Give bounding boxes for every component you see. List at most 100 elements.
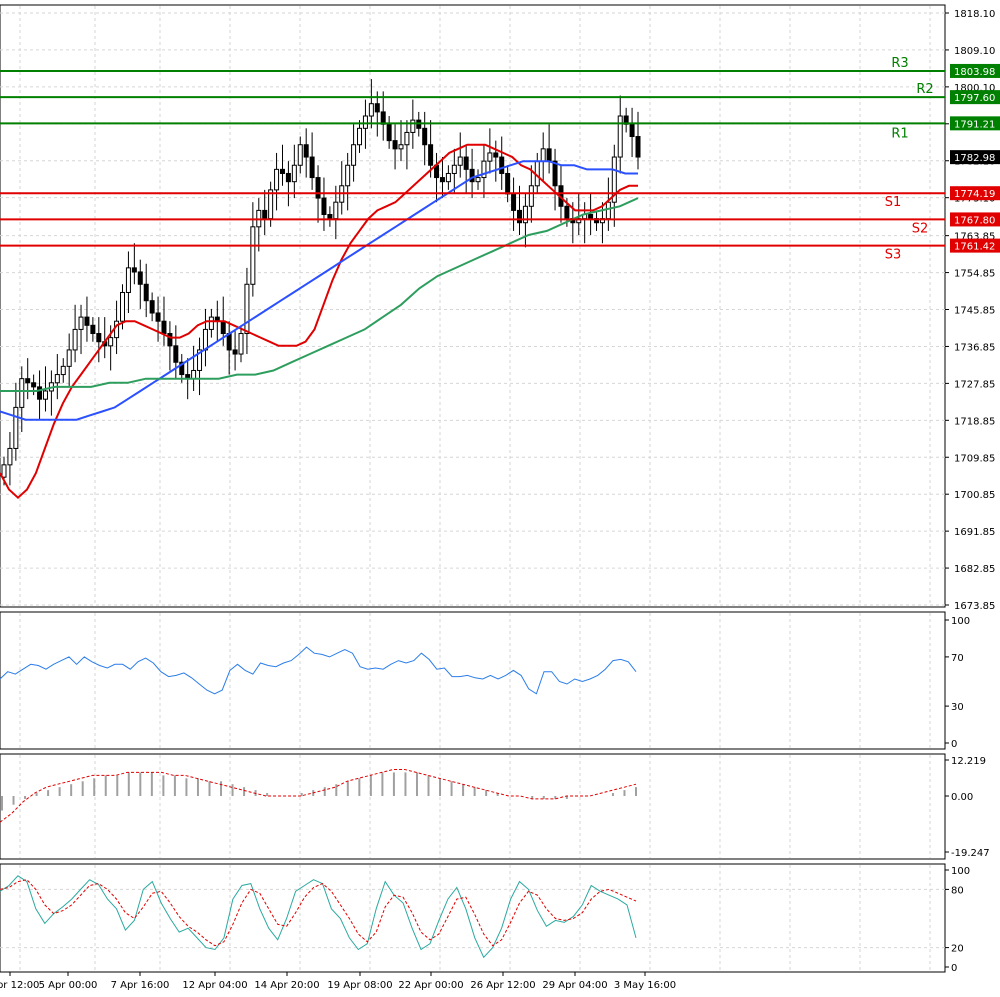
- candle-body: [445, 172, 451, 183]
- candle-body: [66, 349, 72, 367]
- price-axis-label: 1718.85: [954, 416, 995, 427]
- candle-body: [226, 333, 232, 351]
- candle-body: [274, 168, 280, 191]
- price-axis-label: 1709.85: [954, 453, 995, 464]
- moving-average-red: [0, 143, 638, 500]
- price-axis-label: 1800.10: [954, 83, 995, 94]
- candle-body: [469, 168, 475, 183]
- candle-body: [244, 283, 250, 335]
- candle-body: [303, 144, 309, 158]
- price-axis-label: 1727.85: [954, 379, 995, 390]
- candle-body: [197, 349, 203, 371]
- candle-body: [315, 177, 321, 199]
- candle-body: [42, 390, 48, 400]
- osc3-axis-label: 80: [951, 885, 964, 896]
- candle-body: [1, 464, 7, 478]
- candle-body: [327, 214, 333, 220]
- candle-body: [291, 164, 297, 183]
- candle-body: [191, 369, 197, 380]
- current-price-tag: [950, 150, 1000, 165]
- candle-body: [60, 365, 66, 376]
- candle-body: [125, 267, 131, 293]
- osc3-axis-label: 20: [951, 944, 964, 955]
- x-axis-label: 7 Apr 16:00: [111, 980, 170, 991]
- candle-body: [120, 291, 126, 322]
- candle-body: [588, 214, 594, 220]
- candle-body: [19, 378, 25, 408]
- x-axis-label: 26 Apr 12:00: [470, 980, 535, 991]
- osc3-axis-label: 0: [951, 963, 957, 974]
- x-axis-label: 14 Apr 20:00: [254, 980, 319, 991]
- price-axis-label: 1736.85: [954, 342, 995, 353]
- osc1-axis-label: 0: [951, 739, 957, 750]
- level-tag-s1: [950, 186, 1000, 201]
- level-value-r1: 1791.21: [954, 119, 995, 130]
- candle-body: [528, 185, 534, 207]
- x-axis-label: 29 Apr 04:00: [542, 980, 607, 991]
- level-value-r2: 1797.60: [954, 93, 995, 104]
- candle-body: [475, 177, 481, 183]
- candle-body: [374, 103, 380, 113]
- moving-average-blue: [0, 160, 638, 421]
- level-label-r1: R1: [891, 126, 908, 141]
- candle-body: [161, 320, 167, 335]
- osc1-line: [0, 646, 637, 695]
- candle-body: [84, 316, 90, 326]
- candle-body: [143, 283, 149, 302]
- candle-body: [511, 193, 517, 211]
- candle-body: [522, 205, 528, 224]
- candle-body: [167, 333, 173, 347]
- panel-frame-o3: [0, 863, 946, 973]
- x-axis-label: 12 Apr 04:00: [182, 980, 247, 991]
- candle-body: [31, 382, 37, 388]
- level-label-r2: R2: [916, 82, 933, 97]
- osc2-axis-label: -19.247: [951, 848, 990, 859]
- level-tag-r1: [950, 116, 1000, 131]
- level-label-r3: R3: [891, 56, 908, 71]
- candle-body: [208, 316, 214, 330]
- candle-body: [238, 333, 244, 355]
- candle-body: [605, 201, 611, 220]
- candle-body: [463, 156, 469, 170]
- candle-body: [149, 300, 155, 314]
- candle-body: [410, 119, 416, 133]
- candle-body: [7, 447, 13, 466]
- candle-body: [262, 209, 268, 220]
- price-axis-label: 1691.85: [954, 527, 995, 538]
- price-axis-label: 1754.85: [954, 269, 995, 280]
- candle-body: [285, 172, 291, 183]
- candle-body: [137, 271, 143, 285]
- level-label-s1: S1: [885, 195, 902, 210]
- candle-body: [499, 156, 505, 174]
- candle-body: [333, 201, 339, 220]
- panel-frame-o2: [0, 753, 946, 860]
- osc3-axis-label: 100: [951, 866, 970, 877]
- current-price-value: 1782.98: [954, 153, 995, 164]
- candle-body: [546, 148, 552, 162]
- panel-frame-o1: [0, 611, 946, 750]
- candle-body: [386, 123, 392, 142]
- panel-frame-main: [0, 4, 946, 608]
- level-tag-r2: [950, 90, 1000, 105]
- level-tag-s2: [950, 212, 1000, 227]
- x-axis-label: 19 Apr 08:00: [327, 980, 392, 991]
- candle-body: [357, 127, 363, 146]
- candle-body: [422, 127, 428, 146]
- price-axis-label: 1682.85: [954, 564, 995, 575]
- osc2-signal-line: [0, 769, 637, 823]
- candle-body: [297, 144, 303, 166]
- level-value-s2: 1767.80: [954, 215, 995, 226]
- candle-body: [96, 333, 102, 343]
- candle-body: [220, 320, 226, 335]
- candle-body: [629, 123, 635, 138]
- candle-body: [428, 144, 434, 166]
- osc1-axis-label: 30: [951, 702, 964, 713]
- candle-body: [250, 226, 256, 285]
- candle-body: [351, 144, 357, 166]
- candle-body: [78, 316, 84, 330]
- candle-body: [505, 172, 511, 195]
- candle-body: [108, 337, 114, 347]
- candle-body: [279, 168, 285, 174]
- candle-body: [345, 164, 351, 187]
- candle-body: [540, 148, 546, 162]
